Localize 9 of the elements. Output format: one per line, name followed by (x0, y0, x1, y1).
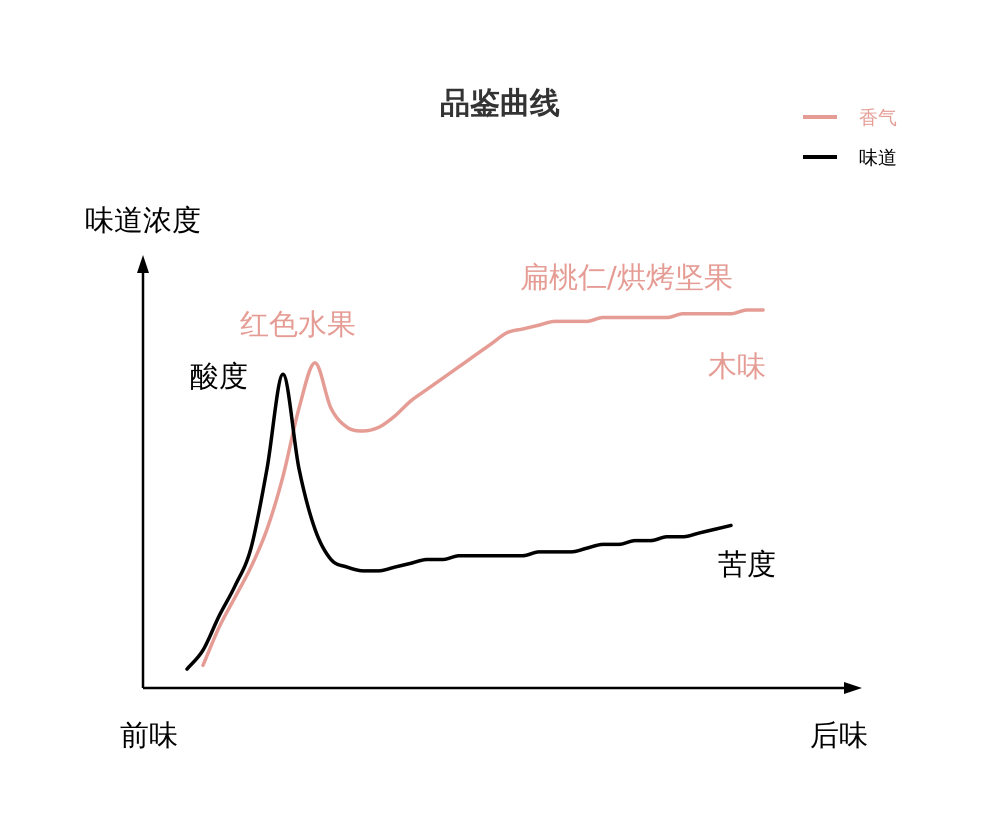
annotation: 前味 (120, 718, 178, 752)
title: 品鉴曲线 (440, 86, 560, 121)
annotation: 后味 (810, 718, 868, 752)
annotation: 木味 (708, 349, 766, 383)
annotation: 酸度 (190, 359, 248, 393)
ylabel: 味道浓度 (85, 203, 201, 237)
annotation: 扁桃仁/烘烤坚果 (520, 260, 733, 294)
annotation: 红色水果 (240, 307, 356, 341)
annotation: 苦度 (718, 547, 776, 581)
